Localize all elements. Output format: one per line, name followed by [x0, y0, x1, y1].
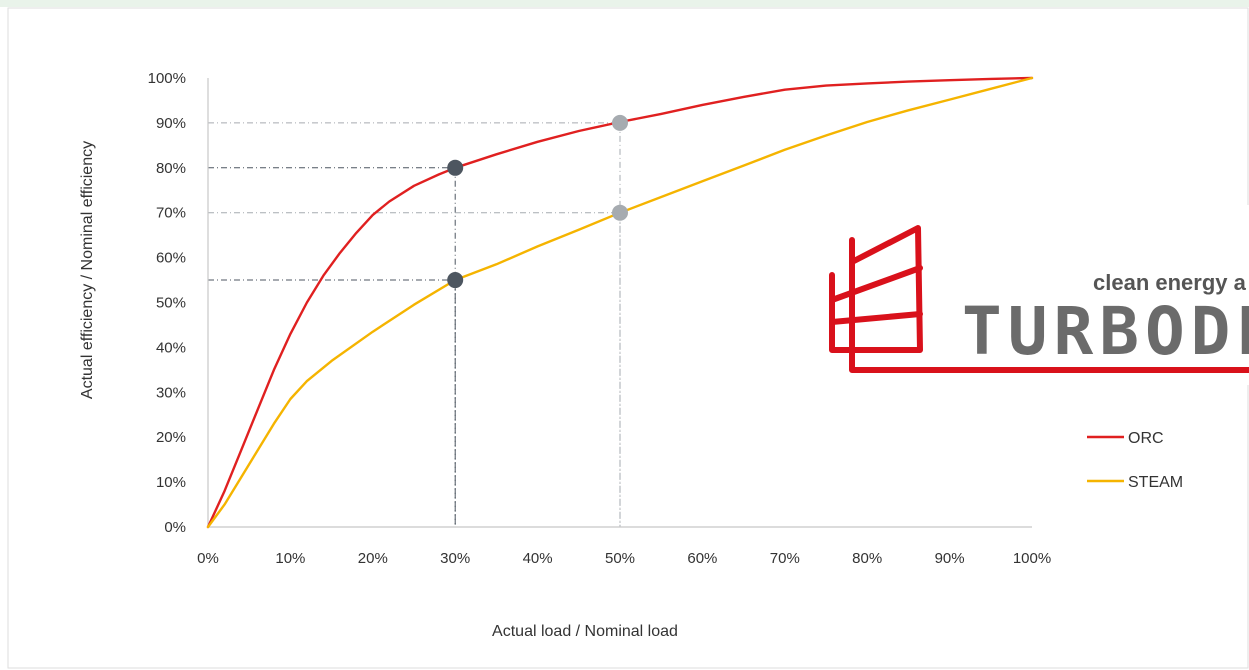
- legend-label-orc: ORC: [1128, 430, 1164, 447]
- x-tick-label: 80%: [852, 550, 882, 567]
- legend: ORC STEAM: [1087, 430, 1183, 491]
- highlight-point: [447, 159, 464, 176]
- y-tick-label: 60%: [156, 250, 186, 267]
- y-tick-label: 10%: [156, 474, 186, 491]
- x-tick-label: 70%: [770, 550, 800, 567]
- x-tick-label: 0%: [197, 550, 219, 567]
- y-tick-label: 0%: [164, 519, 186, 536]
- x-tick-label: 90%: [935, 550, 965, 567]
- highlight-point: [612, 204, 628, 221]
- x-tick-label: 10%: [275, 550, 305, 567]
- y-tick-label: 50%: [156, 295, 186, 312]
- legend-label-steam: STEAM: [1128, 474, 1183, 491]
- x-tick-label: 30%: [440, 550, 470, 567]
- y-tick-label: 80%: [156, 160, 186, 177]
- x-tick-label: 60%: [687, 550, 717, 567]
- x-tick-label: 40%: [523, 550, 553, 567]
- y-axis-title: Actual efficiency / Nominal efficiency: [79, 141, 96, 399]
- logo-wordmark: TURBODE: [962, 293, 1249, 370]
- axes: [207, 78, 1032, 528]
- highlight-point: [447, 272, 464, 289]
- x-tick-label: 20%: [358, 550, 388, 567]
- top-strip: [0, 0, 1249, 7]
- y-tick-label: 70%: [156, 205, 186, 222]
- y-tick-label: 40%: [156, 339, 186, 356]
- series-line-steam: [206, 76, 1034, 529]
- highlight-points: [447, 114, 628, 289]
- turboden-logo: clean energy a TURBODE: [820, 205, 1249, 385]
- y-tick-label: 100%: [148, 70, 186, 87]
- reference-lines: [208, 122, 621, 527]
- x-tick-label: 50%: [605, 550, 635, 567]
- x-axis-title: Actual load / Nominal load: [492, 623, 678, 640]
- y-tick-labels: 0% 10% 20% 30% 40% 50% 60% 70% 80% 90% 100%: [148, 70, 186, 536]
- x-tick-label: 100%: [1013, 550, 1051, 567]
- y-tick-label: 30%: [156, 384, 186, 401]
- logo-mark: [829, 225, 1249, 373]
- logo-tagline: clean energy a: [1093, 270, 1247, 295]
- x-tick-labels: 0% 10% 20% 30% 40% 50% 60% 70% 80% 90% 100%: [197, 550, 1051, 567]
- y-tick-label: 20%: [156, 429, 186, 446]
- y-tick-label: 90%: [156, 115, 186, 132]
- logo-backdrop: [820, 205, 1249, 385]
- highlight-point: [612, 114, 628, 131]
